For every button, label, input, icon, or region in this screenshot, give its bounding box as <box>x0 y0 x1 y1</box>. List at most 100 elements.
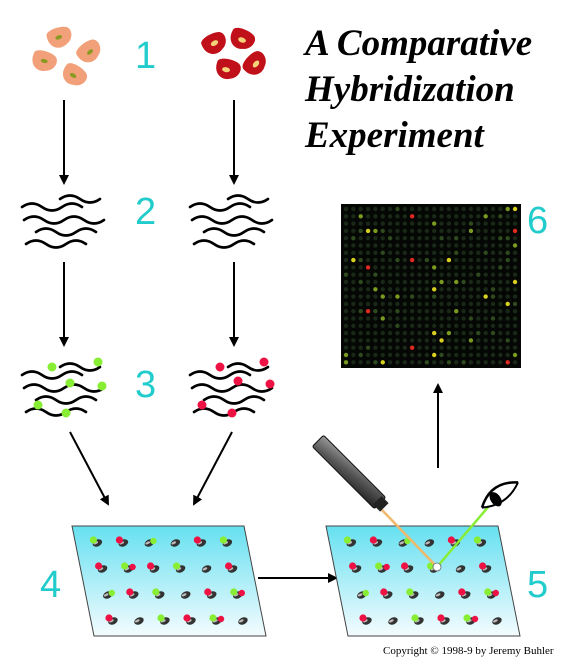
laser-beam <box>381 509 438 568</box>
scan-spot <box>512 228 518 234</box>
scan-spot <box>358 221 363 226</box>
scan-spot <box>439 228 444 234</box>
scan-spot <box>417 214 422 219</box>
scan-spot <box>505 323 510 328</box>
array-spot <box>105 614 118 625</box>
scan-spot <box>395 338 400 343</box>
microarray-slide-icon <box>71 525 267 637</box>
scan-spot <box>351 360 356 365</box>
scan-spot <box>358 257 363 263</box>
scan-spot <box>417 257 422 263</box>
scan-spot <box>373 330 378 336</box>
scan-spot <box>380 228 385 234</box>
scan-spot <box>409 287 415 292</box>
scan-spot <box>454 279 459 285</box>
scan-spot <box>365 214 371 219</box>
scan-spot <box>351 301 356 307</box>
scan-spot <box>343 214 349 219</box>
scan-spot <box>468 323 474 328</box>
scan-spot <box>395 257 400 263</box>
scan-spot <box>468 243 474 248</box>
scan-spot <box>490 272 496 277</box>
scan-spot <box>483 330 488 336</box>
scan-spot <box>402 330 407 336</box>
scan-spot <box>454 309 459 314</box>
scan-spot <box>409 272 415 277</box>
array-spot <box>183 614 196 625</box>
title-line-3: Experiment <box>304 115 486 156</box>
scan-spot <box>424 250 430 255</box>
scan-spot <box>432 294 437 299</box>
scan-spot <box>490 345 496 350</box>
scan-spot <box>468 330 474 336</box>
scan-spot <box>446 338 452 343</box>
scan-spot <box>395 330 400 336</box>
scan-spot <box>439 265 444 270</box>
scan-spot <box>446 345 452 350</box>
scan-spot <box>439 206 444 212</box>
scan-spot <box>358 316 363 321</box>
scan-spot <box>409 279 415 285</box>
scan-spot <box>395 301 400 307</box>
scan-spot <box>490 214 496 219</box>
scan-spot <box>402 287 407 292</box>
scan-spot <box>351 214 356 219</box>
array-spot <box>89 536 103 547</box>
array-spot <box>343 536 357 547</box>
eye-icon <box>480 481 519 509</box>
scan-spot <box>468 309 474 314</box>
scan-spot <box>432 250 437 255</box>
scan-spot <box>476 257 481 263</box>
scan-spot <box>432 265 437 270</box>
scan-spot <box>461 309 466 314</box>
step-4-number: 4 <box>40 564 61 606</box>
scan-spot <box>417 243 422 248</box>
scan-spot <box>409 316 415 321</box>
scan-spot <box>505 257 510 263</box>
scan-spot <box>373 338 378 343</box>
scan-spot <box>424 287 430 292</box>
scan-spot <box>373 243 378 248</box>
scan-spot <box>380 272 385 277</box>
scan-spot <box>512 287 518 292</box>
array-spot <box>230 588 245 599</box>
scan-spot <box>424 279 430 285</box>
scan-spot <box>380 309 385 314</box>
scan-spot <box>432 360 437 365</box>
scan-spot <box>461 345 466 350</box>
scan-spot <box>402 352 407 358</box>
array-spot <box>401 562 414 573</box>
step-2-number: 2 <box>135 191 156 233</box>
scan-spot <box>358 243 363 248</box>
scan-spot <box>351 236 356 241</box>
scan-spot <box>454 301 459 307</box>
scan-spot <box>373 228 378 234</box>
scan-spot <box>446 301 452 307</box>
scan-spot <box>417 309 422 314</box>
scan-spot <box>483 360 488 365</box>
scan-spot <box>395 236 400 241</box>
array-spot <box>349 562 362 573</box>
scan-spot <box>498 345 503 350</box>
scan-spot <box>365 265 371 270</box>
scan-spot <box>454 257 459 263</box>
scan-spot <box>409 243 415 248</box>
scan-spot <box>498 228 503 234</box>
scan-spot <box>498 221 503 226</box>
scan-spot <box>505 309 510 314</box>
scan-spot <box>351 206 356 212</box>
scan-spot <box>409 309 415 314</box>
scan-spot <box>446 250 452 255</box>
scan-spot <box>432 287 437 292</box>
scan-spot <box>483 338 488 343</box>
flow-arrows <box>59 100 443 583</box>
scan-spot <box>395 279 400 285</box>
scan-spot <box>483 301 488 307</box>
scan-spot <box>476 294 481 299</box>
scan-spot <box>358 272 363 277</box>
scan-spot <box>512 360 518 365</box>
scan-spot <box>490 206 496 212</box>
array-spot <box>193 536 207 547</box>
scan-spot <box>395 243 400 248</box>
scan-spot <box>483 221 488 226</box>
